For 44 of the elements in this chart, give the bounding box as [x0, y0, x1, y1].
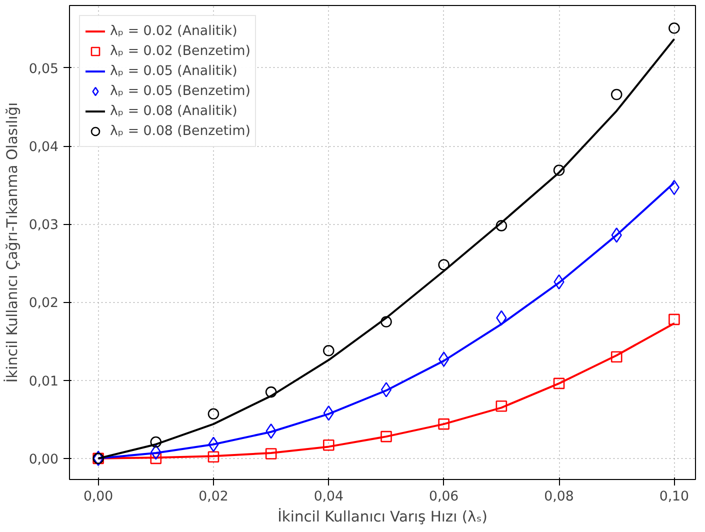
point	[496, 400, 508, 412]
point	[438, 352, 450, 367]
point	[208, 408, 220, 420]
y-tick-label: 0,00	[28, 452, 59, 468]
x-tick-label: 0,06	[428, 490, 459, 504]
point	[553, 378, 565, 390]
point	[265, 448, 277, 460]
point	[496, 220, 508, 232]
point	[150, 452, 162, 464]
y-tick-label: 0,05	[28, 62, 59, 77]
y-tick-label: 0,03	[28, 218, 59, 234]
point	[380, 430, 392, 442]
y-tick-label: 0,01	[28, 374, 59, 390]
legend-label: λₚ = 0.05 (Analitik)	[110, 64, 238, 78]
point	[553, 164, 565, 176]
x-tick-label: 0,08	[544, 490, 574, 504]
x-tick-label: 0,00	[83, 490, 114, 504]
point	[323, 345, 334, 356]
x-tick-label: 0,10	[659, 490, 690, 504]
point	[208, 451, 220, 463]
point	[265, 386, 277, 398]
y-tick-label: 0,02	[28, 296, 59, 312]
point	[610, 88, 622, 100]
point	[610, 351, 622, 363]
point	[380, 382, 392, 398]
x-tick-label: 0,02	[198, 490, 228, 504]
y-axis-title: İkincil Kullanıcı Çağrı-Tıkanma Olasılığı	[2, 102, 21, 383]
point	[323, 439, 334, 451]
y-tick-label: 0,04	[28, 140, 59, 156]
point	[380, 316, 392, 328]
x-tick-label: 0,04	[314, 490, 344, 504]
point	[668, 22, 680, 34]
point	[438, 259, 450, 270]
legend-label: λₚ = 0.08 (Analitik)	[110, 104, 238, 118]
legend-label: λₚ = 0.05 (Benzetim)	[110, 84, 250, 98]
point	[438, 418, 450, 430]
legend-label: λₚ = 0.02 (Analitik)	[110, 24, 238, 38]
x-axis-title: İkincil Kullanıcı Varış Hızı (λₛ)	[278, 508, 488, 526]
legend-label: λₚ = 0.02 (Benzetim)	[110, 44, 250, 58]
legend-label: λₚ = 0.08 (Benzetim)	[110, 124, 250, 138]
point	[150, 444, 162, 460]
point	[150, 436, 162, 448]
point	[668, 180, 680, 196]
point	[668, 314, 680, 326]
